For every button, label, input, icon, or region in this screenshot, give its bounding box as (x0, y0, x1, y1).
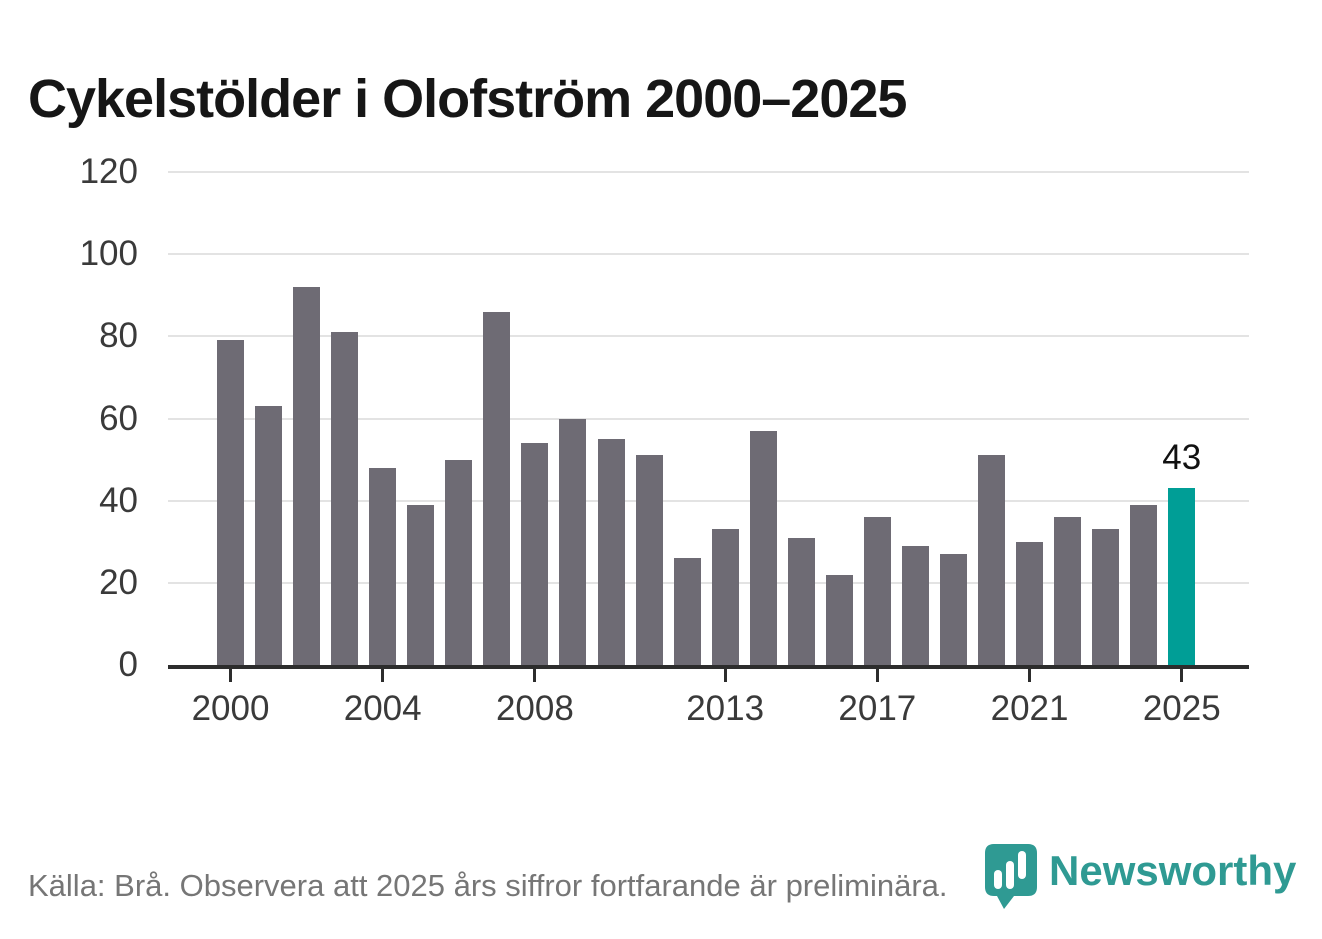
bar-2011 (635, 455, 663, 665)
plot-area: 0 20 40 60 80 100 120 2000 2004 2008 2013 2017 2021 2… (80, 152, 1249, 728)
x-axis-label-2004: 2004 (343, 689, 422, 728)
x-tick-2000 (229, 669, 232, 682)
y-axis-label-40: 40 (99, 480, 138, 520)
x-axis-label-2021: 2021 (990, 689, 1069, 728)
bar-2004 (369, 467, 397, 665)
newsworthy-logo: Newsworthy (984, 843, 1296, 911)
logo-chart-bar-small (994, 870, 1002, 889)
x-axis-label-2013: 2013 (686, 689, 765, 728)
bar-2001 (255, 406, 283, 665)
bar-2002 (293, 287, 321, 665)
bar-2025 (1168, 488, 1196, 665)
bar-2007 (483, 311, 511, 665)
bar-2020 (978, 455, 1005, 665)
bar-2015 (787, 537, 815, 665)
bar-2016 (825, 574, 853, 665)
y-axis-label-100: 100 (79, 234, 138, 274)
x-axis-label-2008: 2008 (495, 689, 574, 728)
gridline-120 (168, 171, 1249, 173)
source-note: Källa: Brå. Observera att 2025 års siffr… (28, 868, 948, 903)
bar-2000 (217, 340, 244, 665)
bar-2003 (331, 332, 359, 665)
newsworthy-wordmark: Newsworthy (1049, 847, 1297, 894)
gridline-60 (168, 417, 1249, 420)
x-tick-2017 (875, 669, 879, 682)
x-axis-label-2025: 2025 (1142, 689, 1221, 728)
value-label-2025: 43 (1162, 438, 1202, 478)
bar-2018 (901, 545, 929, 665)
x-tick-2008 (533, 669, 537, 682)
bar-2022 (1054, 517, 1082, 665)
x-tick-2025 (1180, 669, 1184, 682)
logo-chart-bar-medium (1006, 861, 1014, 889)
gridline-40 (168, 499, 1249, 502)
bar-2024 (1130, 504, 1158, 665)
bar-2017 (863, 517, 891, 665)
gridline-80 (168, 335, 1249, 338)
x-axis-label-2000: 2000 (191, 689, 270, 728)
y-axis-label-0: 0 (118, 645, 138, 684)
bar-2012 (673, 558, 701, 665)
bar-2019 (939, 554, 967, 665)
bar-2023 (1092, 529, 1120, 665)
gridline-100 (168, 253, 1249, 256)
logo-chart-bar-tall (1018, 851, 1026, 879)
bar-2021 (1016, 541, 1044, 665)
bar-2008 (521, 443, 549, 665)
x-tick-2021 (1028, 669, 1032, 682)
x-tick-2013 (723, 669, 727, 682)
x-axis-label-2017: 2017 (838, 689, 917, 728)
y-axis-label-60: 60 (99, 398, 138, 438)
bar-2013 (711, 529, 739, 665)
x-axis-line (168, 665, 1249, 669)
page-title: Cykelstölder i Olofström 2000–2025 (28, 69, 907, 130)
bar-2009 (559, 418, 587, 665)
y-axis-label-20: 20 (99, 562, 138, 602)
y-axis-label-80: 80 (99, 316, 138, 356)
gridline-20 (168, 581, 1249, 584)
bar-2006 (445, 459, 473, 665)
bar-2005 (407, 504, 435, 665)
newsworthy-logo-icon (985, 844, 1037, 909)
y-axis-label-120: 120 (79, 152, 138, 191)
x-tick-2004 (381, 669, 385, 682)
bar-2010 (597, 439, 625, 665)
bar-2014 (749, 430, 777, 665)
